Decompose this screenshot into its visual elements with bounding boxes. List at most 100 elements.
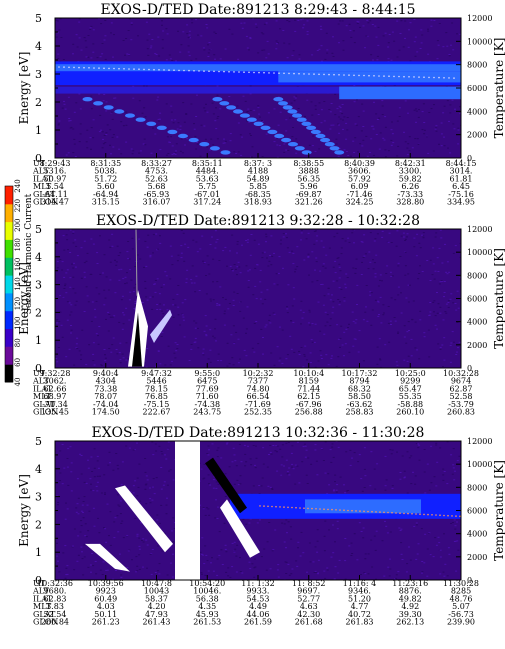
noise-pixel	[315, 257, 318, 259]
ephemeris-row-label: GLON	[33, 618, 58, 627]
noise-pixel	[323, 535, 326, 537]
noise-pixel	[389, 449, 392, 451]
noise-pixel	[323, 550, 326, 552]
noise-pixel	[447, 300, 450, 302]
temperature-dot	[228, 71, 230, 73]
blob-0	[146, 121, 157, 127]
noise-pixel	[335, 138, 338, 140]
noise-pixel	[121, 353, 124, 355]
noise-pixel	[352, 345, 355, 347]
noise-pixel	[353, 42, 356, 44]
noise-pixel	[429, 259, 432, 261]
noise-pixel	[112, 469, 115, 471]
noise-pixel	[236, 105, 239, 107]
noise-pixel	[360, 478, 363, 480]
noise-pixel	[128, 54, 131, 56]
ephemeris-value: 8794	[349, 377, 369, 386]
noise-pixel	[196, 251, 199, 253]
noise-pixel	[281, 362, 284, 364]
noise-pixel	[271, 488, 274, 490]
noise-pixel	[318, 148, 321, 150]
noise-pixel	[291, 250, 294, 252]
noise-pixel	[161, 47, 164, 49]
noise-pixel	[376, 346, 379, 348]
noise-pixel	[87, 530, 90, 532]
noise-pixel	[101, 574, 104, 575]
noise-pixel	[271, 550, 274, 552]
noise-pixel	[146, 479, 149, 481]
noise-pixel	[142, 541, 145, 543]
streak-black-1	[205, 457, 247, 514]
temperature-dot	[331, 508, 333, 511]
ephemeris-value: -64.11	[42, 190, 68, 199]
noise-pixel	[323, 570, 326, 572]
noise-pixel	[143, 138, 146, 140]
noise-pixel	[118, 279, 121, 281]
noise-pixel	[291, 136, 294, 138]
noise-pixel	[84, 40, 87, 42]
noise-pixel	[159, 118, 161, 120]
noise-pixel	[112, 146, 115, 148]
noise-pixel	[64, 577, 67, 579]
temperature-dot	[293, 72, 295, 75]
noise-pixel	[352, 320, 355, 322]
noise-pixel	[105, 541, 108, 543]
band-light-right	[278, 71, 461, 83]
noise-pixel	[199, 551, 202, 553]
noise-pixel	[95, 485, 98, 487]
noise-pixel	[99, 56, 102, 58]
noise-pixel	[239, 571, 242, 572]
noise-pixel	[315, 230, 317, 232]
noise-pixel	[276, 43, 278, 45]
noise-pixel	[317, 301, 320, 303]
noise-pixel	[101, 53, 104, 55]
noise-pixel	[427, 329, 430, 331]
noise-pixel	[166, 136, 169, 138]
noise-pixel	[373, 262, 376, 264]
colorbar-segment	[5, 328, 13, 347]
noise-pixel	[161, 550, 164, 552]
ytick-label: 5	[35, 223, 42, 236]
noise-pixel	[408, 546, 410, 548]
noise-pixel	[145, 366, 148, 368]
noise-pixel	[154, 572, 157, 573]
noise-pixel	[243, 349, 246, 351]
noise-pixel	[205, 325, 208, 327]
noise-pixel	[314, 150, 317, 152]
noise-pixel	[201, 235, 204, 237]
noise-pixel	[116, 353, 119, 355]
noise-pixel	[456, 351, 458, 353]
noise-pixel	[56, 322, 59, 324]
noise-pixel	[272, 312, 275, 314]
noise-pixel	[283, 42, 286, 44]
noise-pixel	[314, 444, 317, 446]
noise-pixel	[378, 338, 381, 340]
noise-pixel	[209, 361, 212, 363]
noise-pixel	[266, 289, 269, 291]
noise-pixel	[130, 39, 133, 41]
noise-pixel	[332, 301, 335, 303]
noise-pixel	[283, 523, 286, 525]
noise-pixel	[207, 56, 210, 57]
noise-pixel	[319, 270, 322, 272]
ephemeris-row-label: GLON	[33, 408, 58, 417]
noise-pixel	[362, 537, 365, 539]
noise-pixel	[270, 453, 273, 455]
noise-pixel	[432, 247, 435, 249]
noise-pixel	[414, 475, 417, 477]
blob-1	[219, 101, 230, 106]
noise-pixel	[444, 311, 447, 313]
y2tick-label: 2000	[467, 553, 487, 562]
noise-pixel	[321, 60, 323, 62]
ephemeris-value: 262.13	[396, 618, 424, 627]
noise-pixel	[343, 331, 346, 333]
ephemeris-value: 8159	[299, 377, 319, 386]
noise-pixel	[291, 568, 294, 570]
ephemeris-value: 59.82	[399, 174, 422, 183]
noise-pixel	[337, 155, 340, 157]
noise-pixel	[81, 329, 84, 331]
noise-pixel	[153, 493, 156, 495]
noise-pixel	[197, 34, 199, 36]
noise-pixel	[276, 569, 279, 571]
noise-pixel	[235, 571, 238, 573]
